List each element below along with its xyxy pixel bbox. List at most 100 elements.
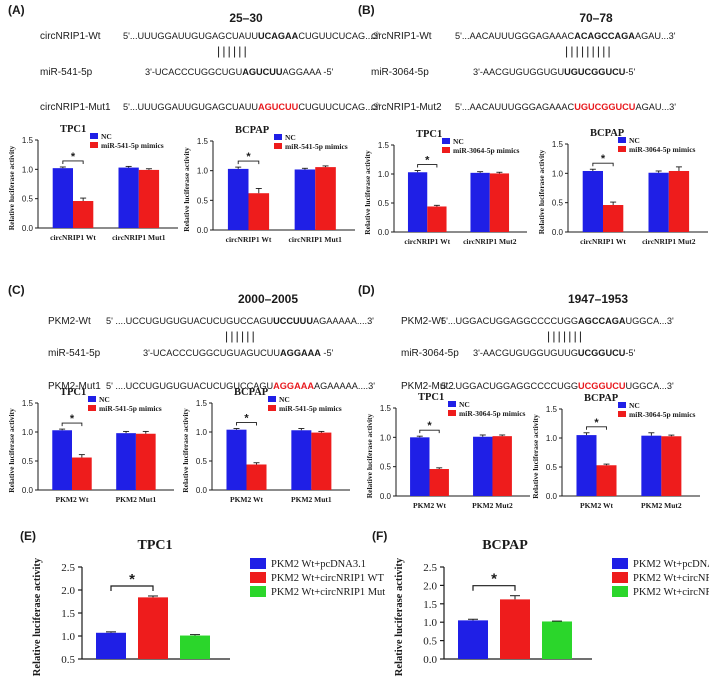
y-tick-label: 0.5 <box>61 654 75 666</box>
legend-swatch <box>90 133 98 139</box>
y-tick-label: 0.0 <box>380 492 392 501</box>
sequence-text: 5' ....UCCUGUGUGUACUCUGUCCAGUAGGAAAAGAAA… <box>106 381 375 391</box>
sequence-text: 3'-AACGUGUGGUGUUGUCGGUCU-5' <box>473 67 636 77</box>
bar <box>52 168 73 228</box>
y-axis-label: Relative luciferase activity <box>394 557 405 676</box>
seed-bases: UCAGAA <box>258 31 299 41</box>
legend-swatch <box>268 405 276 411</box>
legend-swatch <box>448 410 456 416</box>
panel-letter: (D) <box>358 283 375 297</box>
sequence-fragment: AGGAAA -5' <box>283 67 334 77</box>
chart-title: BCPAP <box>234 387 269 398</box>
y-axis-label: Relative luciferase activity <box>531 414 540 499</box>
y-axis-label: Relative luciferase activity <box>537 149 546 234</box>
y-tick-label: 2.0 <box>61 585 75 597</box>
y-tick-label: 1.0 <box>22 165 34 174</box>
bar <box>648 172 669 232</box>
sequence-label: miR-3064-5p <box>371 67 429 78</box>
legend-label: NC <box>99 395 110 404</box>
sequence-fragment: AGAU...3' <box>635 102 676 112</box>
base-pairing-lines: ||||||| <box>547 329 584 343</box>
legend-label: PKM2 Wt+pcDNA3.1 <box>271 559 366 570</box>
x-tick-label: PKM2 Mut1 <box>116 495 157 504</box>
y-tick-label: 0.0 <box>22 486 34 495</box>
legend-label: NC <box>279 395 290 404</box>
x-tick-label: PKM2 Wt <box>413 501 446 510</box>
y-tick-label: 1.5 <box>196 399 208 408</box>
sequence-label: PKM2-Mut1 <box>48 381 101 392</box>
significance-star: * <box>71 151 76 163</box>
chart-c-tpc1: TPC1 0.0 0.5 1.0 1.5 Relative luciferase acti… <box>7 387 174 504</box>
y-axis-label: Relative luciferase activity <box>181 408 190 493</box>
legend-label: NC <box>629 136 640 145</box>
panel-c-sequences: (C) 2000–2005 PKM2-Wt 5' ....UCCUGUGUGUACUC… <box>8 283 375 392</box>
y-tick-label: 0.0 <box>378 228 390 237</box>
x-tick-label: PKM2 Mut2 <box>472 501 513 510</box>
y-tick-label: 1.5 <box>61 608 75 620</box>
legend-label: miR-541-5p mimics <box>99 404 162 413</box>
bar <box>311 432 332 490</box>
sequence-fragment: 5'...UGGACUGGAGGCCCCUGG <box>441 316 578 326</box>
legend-swatch <box>618 402 626 408</box>
panel-letter: (A) <box>8 3 25 17</box>
legend-label: PKM2 Wt+circNRIP1 WT <box>633 573 709 584</box>
significance-bracket <box>110 585 154 591</box>
y-tick-label: 1.5 <box>423 599 437 611</box>
y-tick-label: 0.0 <box>546 492 558 501</box>
legend-label: NC <box>453 137 464 146</box>
sequence-fragment: UGGCA...3' <box>626 316 674 326</box>
legend-swatch <box>274 134 282 140</box>
legend-swatch <box>88 396 96 402</box>
legend-swatch <box>442 138 450 144</box>
bar <box>180 635 210 659</box>
sequence-text: 3'-UCACCCUGGCUGUAGUCUUAGGAAA -5' <box>143 348 334 358</box>
bar <box>410 437 430 496</box>
chart-title: TPC1 <box>60 124 86 135</box>
significance-star: * <box>129 571 135 588</box>
y-axis-label: Relative luciferase activity <box>7 408 16 493</box>
legend-label: NC <box>629 401 640 410</box>
bar <box>489 173 510 232</box>
y-tick-label: 0.5 <box>22 457 34 466</box>
significance-star: * <box>425 155 430 167</box>
legend-label: miR-541-5p mimics <box>101 141 164 150</box>
y-tick-label: 1.0 <box>380 433 392 442</box>
sequence-fragment: AGAAAAA....3' <box>314 381 375 391</box>
chart-title: TPC1 <box>418 392 444 403</box>
chart-title: TPC1 <box>416 129 442 140</box>
sequence-label: circNRIP1-Mut2 <box>371 102 442 113</box>
sequence-text: 5'...UUUGGAUUGUGAGCUAUUAGUCUUCUGUUCUCAG.… <box>123 102 380 112</box>
base-pairing-lines: ||||||||| <box>565 44 613 58</box>
x-tick-label: circNRIP1 Wt <box>404 237 450 246</box>
y-tick-label: 0.0 <box>423 654 437 666</box>
y-tick-label: 0.5 <box>22 195 34 204</box>
sequence-label: circNRIP1-Wt <box>371 31 432 42</box>
seed-bases: AGGAAA <box>280 348 321 358</box>
y-axis-label: Relative luciferase activity <box>363 150 372 235</box>
sequence-fragment: -5' <box>625 348 635 358</box>
bar <box>492 436 512 496</box>
sequence-fragment: 5'...AACAUUUGGGAGAAAC <box>455 102 575 112</box>
binding-site-position: 1947–1953 <box>568 292 628 306</box>
y-tick-label: 1.0 <box>196 428 208 437</box>
y-tick-label: 0.0 <box>552 228 564 237</box>
panel-letter: (C) <box>8 283 25 297</box>
bar <box>603 205 624 232</box>
legend-label: PKM2 Wt+circNRIP1 Mut <box>271 587 385 598</box>
bar <box>576 435 597 496</box>
sequence-label: miR-3064-5p <box>401 348 459 359</box>
bar <box>470 172 490 232</box>
sequence-label: circNRIP1-Mut1 <box>40 102 111 113</box>
chart-a-bcpap: BCPAP 0.0 0.5 1.0 1.5 Relative luciferase act… <box>182 125 355 244</box>
y-tick-label: 2.0 <box>423 580 437 592</box>
legend-label: miR-541-5p mimics <box>279 404 342 413</box>
sequence-fragment: 5' ....UCCUGUGUGUACUCUGUCCAGU <box>106 316 273 326</box>
bar <box>473 436 493 496</box>
chart-title: BCPAP <box>482 538 528 553</box>
legend-label: miR-3064-5p mimics <box>453 146 520 155</box>
y-tick-label: 1.0 <box>423 617 437 629</box>
y-tick-label: 2.5 <box>61 562 75 574</box>
panel-letter: (E) <box>20 529 36 543</box>
sequence-fragment: CUGUUCUCAG...3' <box>298 102 380 112</box>
